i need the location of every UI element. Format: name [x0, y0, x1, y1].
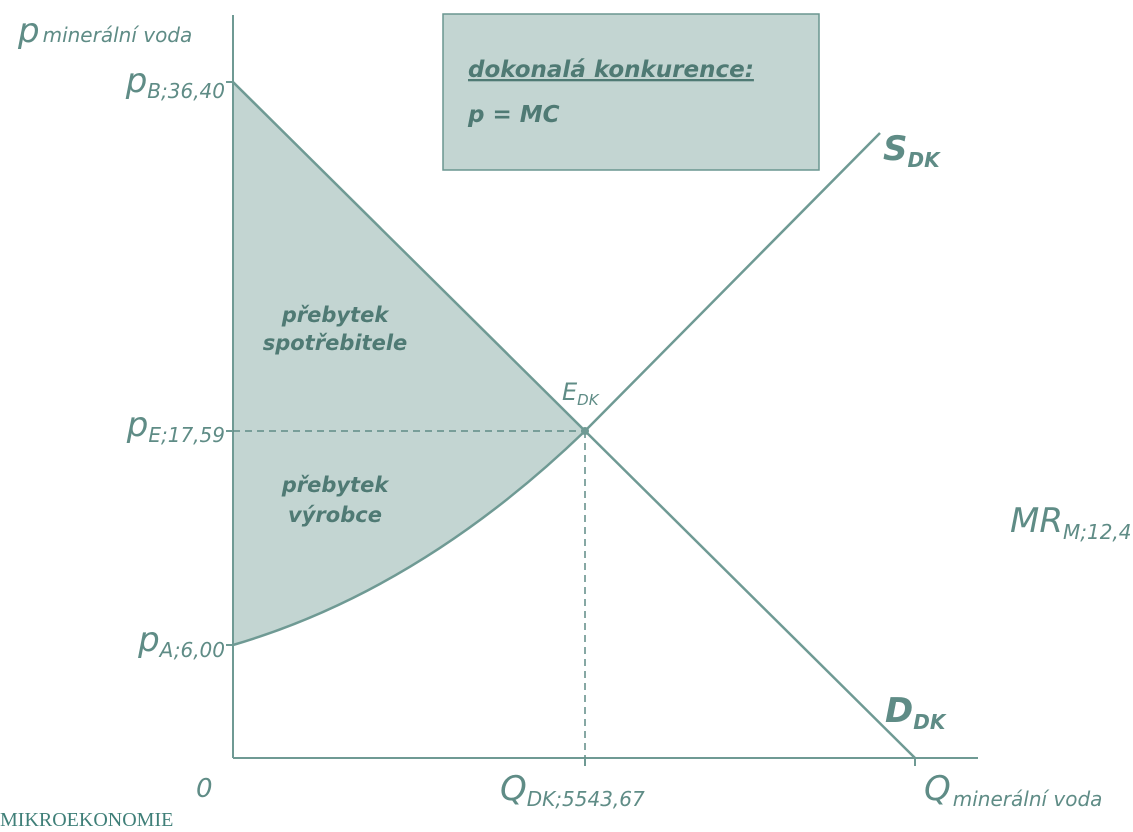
box-title: dokonalá konkurence: — [468, 57, 754, 83]
demand-curve — [232, 81, 916, 759]
price-label: pA;6,00 — [137, 620, 225, 662]
price-label: pE;17,59 — [126, 405, 225, 447]
consumer-surplus-label: spotřebitele — [263, 331, 408, 355]
box-formula: p = MC — [467, 102, 560, 128]
supply-curve — [232, 132, 881, 647]
ticks — [226, 81, 916, 766]
quantity-label: QDK;5543,67 — [500, 769, 645, 811]
mr-label: MRM;12,4 — [1010, 501, 1132, 544]
y-axis-label: p minerální voda — [17, 11, 192, 51]
origin-label: 0 — [196, 774, 213, 804]
consumer-surplus-label: přebytek — [281, 303, 391, 327]
equilibrium-point — [581, 427, 589, 435]
supply-label: SDK — [883, 129, 941, 172]
info-box — [442, 13, 820, 171]
equilibrium-label: EDK — [562, 378, 600, 409]
producer-surplus-label: výrobce — [288, 503, 382, 527]
producer-surplus-label: přebytek — [281, 473, 391, 497]
demand-label: DDK — [885, 691, 947, 734]
footer: MIKROEKONOMIE — [0, 809, 173, 831]
price-label: pB;36,40 — [125, 61, 225, 103]
surplus-area — [233, 82, 585, 645]
